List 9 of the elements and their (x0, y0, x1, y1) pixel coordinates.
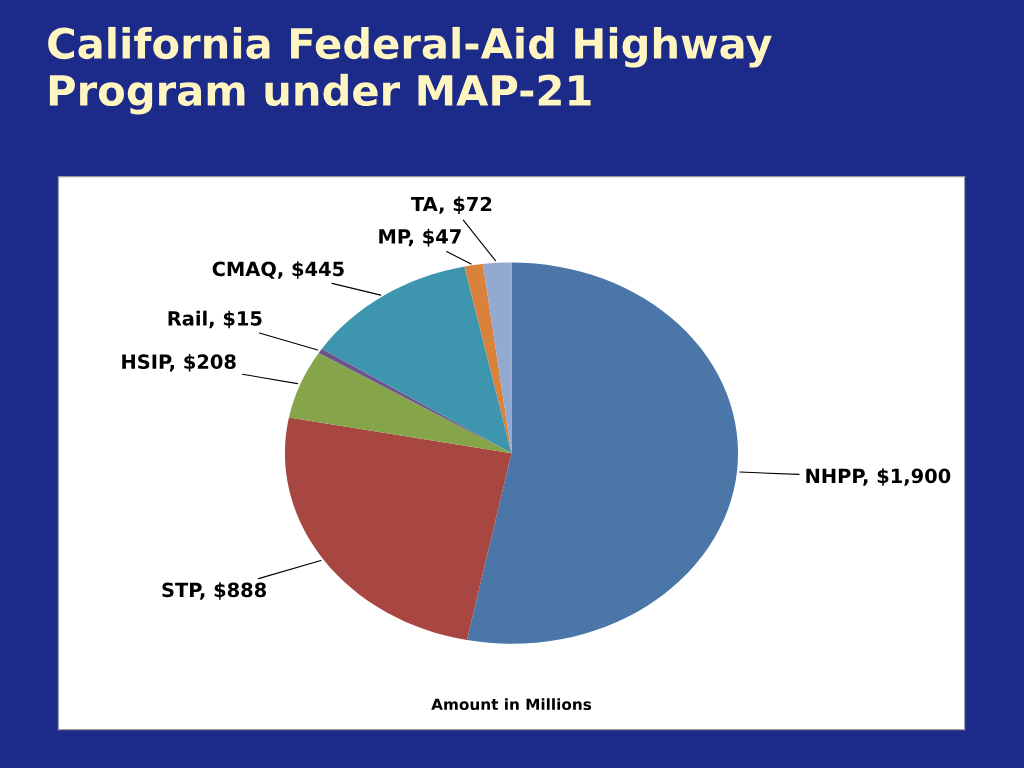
slice-label: TA, $72 (411, 196, 492, 214)
slice-label: NHPP, $1,900 (806, 468, 951, 486)
chart-title: California Federal-Aid Highway Program under MAP-21 (48, 26, 772, 115)
slice-label: Rail, $15 (168, 310, 262, 329)
slice-label: CMAQ, $445 (212, 261, 344, 279)
slice-label: MP, $47 (379, 228, 461, 247)
slice-label: HSIP, $208 (122, 353, 236, 372)
slice-label: STP, $888 (162, 582, 266, 600)
text: Amount in Millions (431, 698, 592, 711)
